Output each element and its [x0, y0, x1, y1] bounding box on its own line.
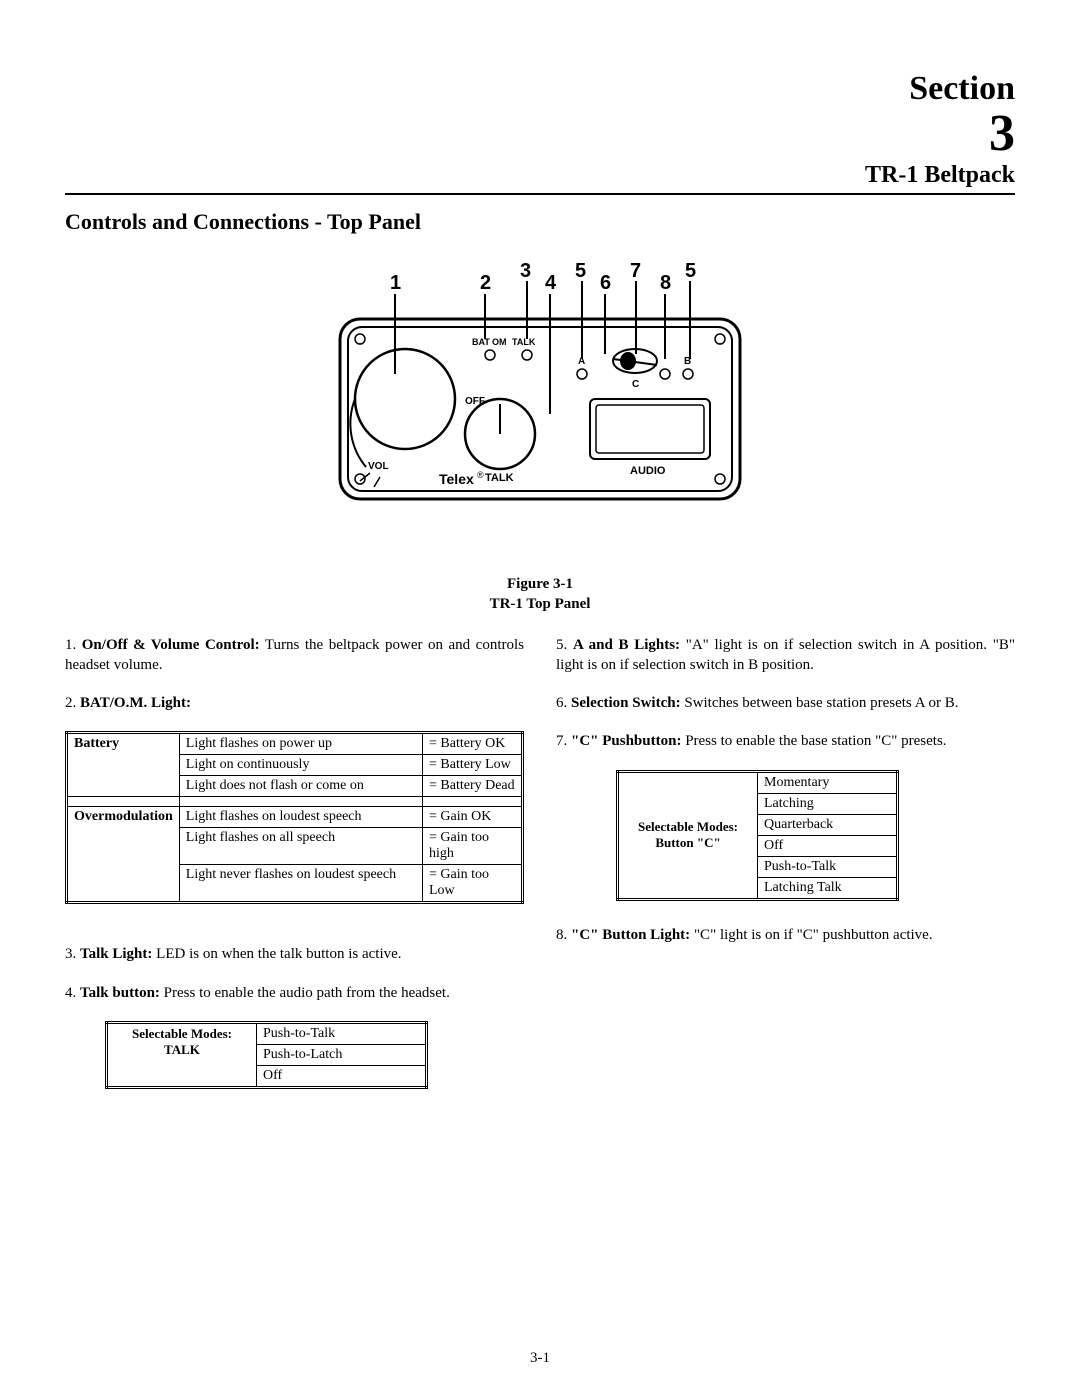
svg-text:AUDIO: AUDIO: [630, 465, 666, 477]
callout-1: 1: [390, 272, 401, 294]
svg-text:TALK: TALK: [485, 472, 514, 484]
figure-caption: Figure 3-1 TR-1 Top Panel: [65, 574, 1015, 615]
header-rule: [65, 193, 1015, 195]
callout-8: 8: [660, 272, 671, 294]
item-8: 8. "C" Button Light: "C" light is on if …: [556, 925, 1015, 945]
page-header: Section 3 TR-1 Beltpack: [65, 70, 1015, 189]
item-3: 3. Talk Light: LED is on when the talk b…: [65, 944, 524, 964]
callout-3: 3: [520, 260, 531, 282]
svg-text:Telex: Telex: [439, 471, 474, 487]
item-6: 6. Selection Switch: Switches between ba…: [556, 693, 1015, 713]
callout-7: 7: [630, 260, 641, 282]
svg-text:B: B: [684, 356, 691, 367]
left-column: 1. On/Off & Volume Control: Turns the be…: [65, 635, 524, 1089]
svg-text:TALK: TALK: [512, 337, 536, 347]
section-subtitle: TR-1 Beltpack: [65, 162, 1015, 189]
svg-text:C: C: [632, 379, 639, 390]
figure-top-panel: 1 2 3 4 5 6 7 8 5 VOL OFF TALK: [65, 259, 1015, 615]
item-5: 5. A and B Lights: "A" light is on if se…: [556, 635, 1015, 676]
callout-6: 6: [600, 272, 611, 294]
callout-2: 2: [480, 272, 491, 294]
section-word: Section: [65, 70, 1015, 108]
callout-5b: 5: [685, 260, 696, 282]
item-1: 1. On/Off & Volume Control: Turns the be…: [65, 635, 524, 676]
beltpack-diagram: 1 2 3 4 5 6 7 8 5 VOL OFF TALK: [330, 259, 750, 539]
svg-text:VOL: VOL: [368, 461, 389, 472]
right-column: 5. A and B Lights: "A" light is on if se…: [556, 635, 1015, 1089]
page-number: 3-1: [0, 1350, 1080, 1367]
svg-text:OM: OM: [492, 337, 507, 347]
item-4: 4. Talk button: Press to enable the audi…: [65, 983, 524, 1003]
svg-text:BAT: BAT: [472, 337, 490, 347]
item-2: 2. BAT/O.M. Light:: [65, 693, 524, 713]
callout-5: 5: [575, 260, 586, 282]
section-number: 3: [65, 108, 1015, 160]
svg-text:A: A: [578, 356, 585, 367]
svg-text:®: ®: [477, 470, 484, 480]
main-heading: Controls and Connections - Top Panel: [65, 209, 1015, 235]
c-modes-table: Selectable Modes:Button "C" Momentary La…: [616, 770, 899, 901]
talk-modes-table: Selectable Modes:TALK Push-to-Talk Push-…: [105, 1021, 428, 1089]
svg-text:OFF: OFF: [465, 396, 485, 407]
item-7: 7. "C" Pushbutton: Press to enable the b…: [556, 731, 1015, 751]
bat-om-table: Battery Light flashes on power up= Batte…: [65, 731, 524, 904]
callout-4: 4: [545, 272, 557, 294]
